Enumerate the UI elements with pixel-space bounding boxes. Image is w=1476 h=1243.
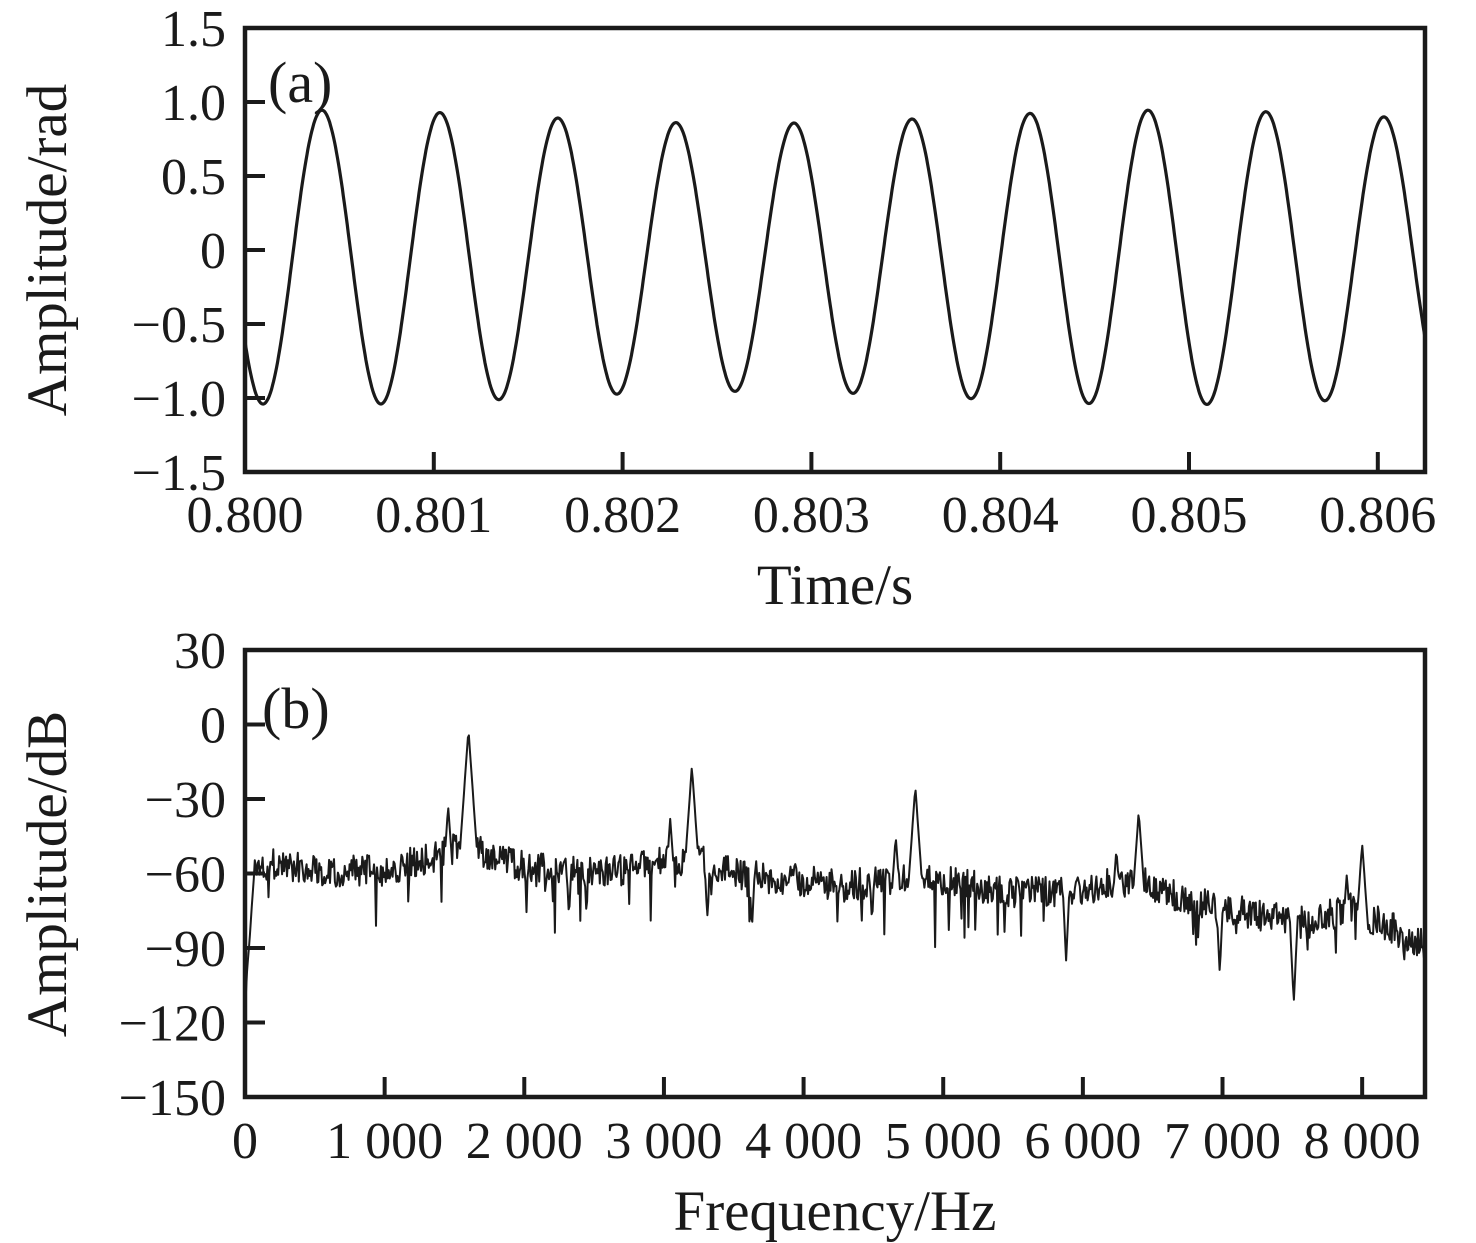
x-tick-label: 0.803 <box>753 487 870 544</box>
y-axis-title-a: Amplitude/rad <box>16 84 79 416</box>
x-tick-label: 3 000 <box>605 1113 722 1170</box>
x-tick-label: 0 <box>232 1113 258 1170</box>
y-tick-label: −120 <box>119 996 226 1053</box>
spectrum-line <box>244 734 1426 1007</box>
y-tick-label: −1.0 <box>132 371 226 428</box>
y-tick-label: 1.5 <box>161 1 226 58</box>
x-tick-label: 0.800 <box>187 487 304 544</box>
x-tick-label: 1 000 <box>326 1113 443 1170</box>
y-tick-label: −60 <box>145 847 226 904</box>
y-tick-label: 0.5 <box>161 149 226 206</box>
panel-letter-b: (b) <box>262 676 330 741</box>
waveform-line <box>243 108 1427 406</box>
y-tick-label: −30 <box>145 772 226 829</box>
x-tick-label: 0.804 <box>942 487 1059 544</box>
y-tick-label: −90 <box>145 921 226 978</box>
plot-border-b <box>242 647 1428 1100</box>
panel-letter-a: (a) <box>268 50 332 115</box>
y-tick-label: −1.5 <box>132 445 226 502</box>
panel-b: 0 1 000 2 000 3 000 4 000 5 000 6 000 7 000 8 00… <box>16 623 1428 1243</box>
y-tick-label: 0 <box>200 698 226 755</box>
y-tick-label: 1.0 <box>161 75 226 132</box>
x-tick-label: 0.802 <box>564 487 681 544</box>
x-tick-label: 2 000 <box>466 1113 583 1170</box>
y-tick-label: 30 <box>174 623 226 680</box>
x-tick-label: 6 000 <box>1024 1113 1141 1170</box>
x-tick-label: 7 000 <box>1164 1113 1281 1170</box>
x-axis-title-b: Frequency/Hz <box>674 1180 997 1243</box>
x-tick-label: 0.806 <box>1319 487 1436 544</box>
y-tick-label: −0.5 <box>132 297 226 354</box>
plot-border-a <box>242 25 1428 475</box>
x-axis-title-a: Time/s <box>757 554 913 617</box>
x-tick-label: 5 000 <box>885 1113 1002 1170</box>
y-tick-label: −150 <box>119 1070 226 1127</box>
x-tick-label: 0.801 <box>375 487 492 544</box>
x-tick-label: 8 000 <box>1304 1113 1421 1170</box>
y-axis-title-b: Amplitude/dB <box>16 711 79 1037</box>
y-tick-label: 0 <box>200 223 226 280</box>
x-tick-label: 0.805 <box>1131 487 1248 544</box>
panel-a: 0.800 0.801 0.802 0.803 0.804 0.805 0.806 1.5 1.… <box>16 1 1436 617</box>
x-tick-label: 4 000 <box>745 1113 862 1170</box>
